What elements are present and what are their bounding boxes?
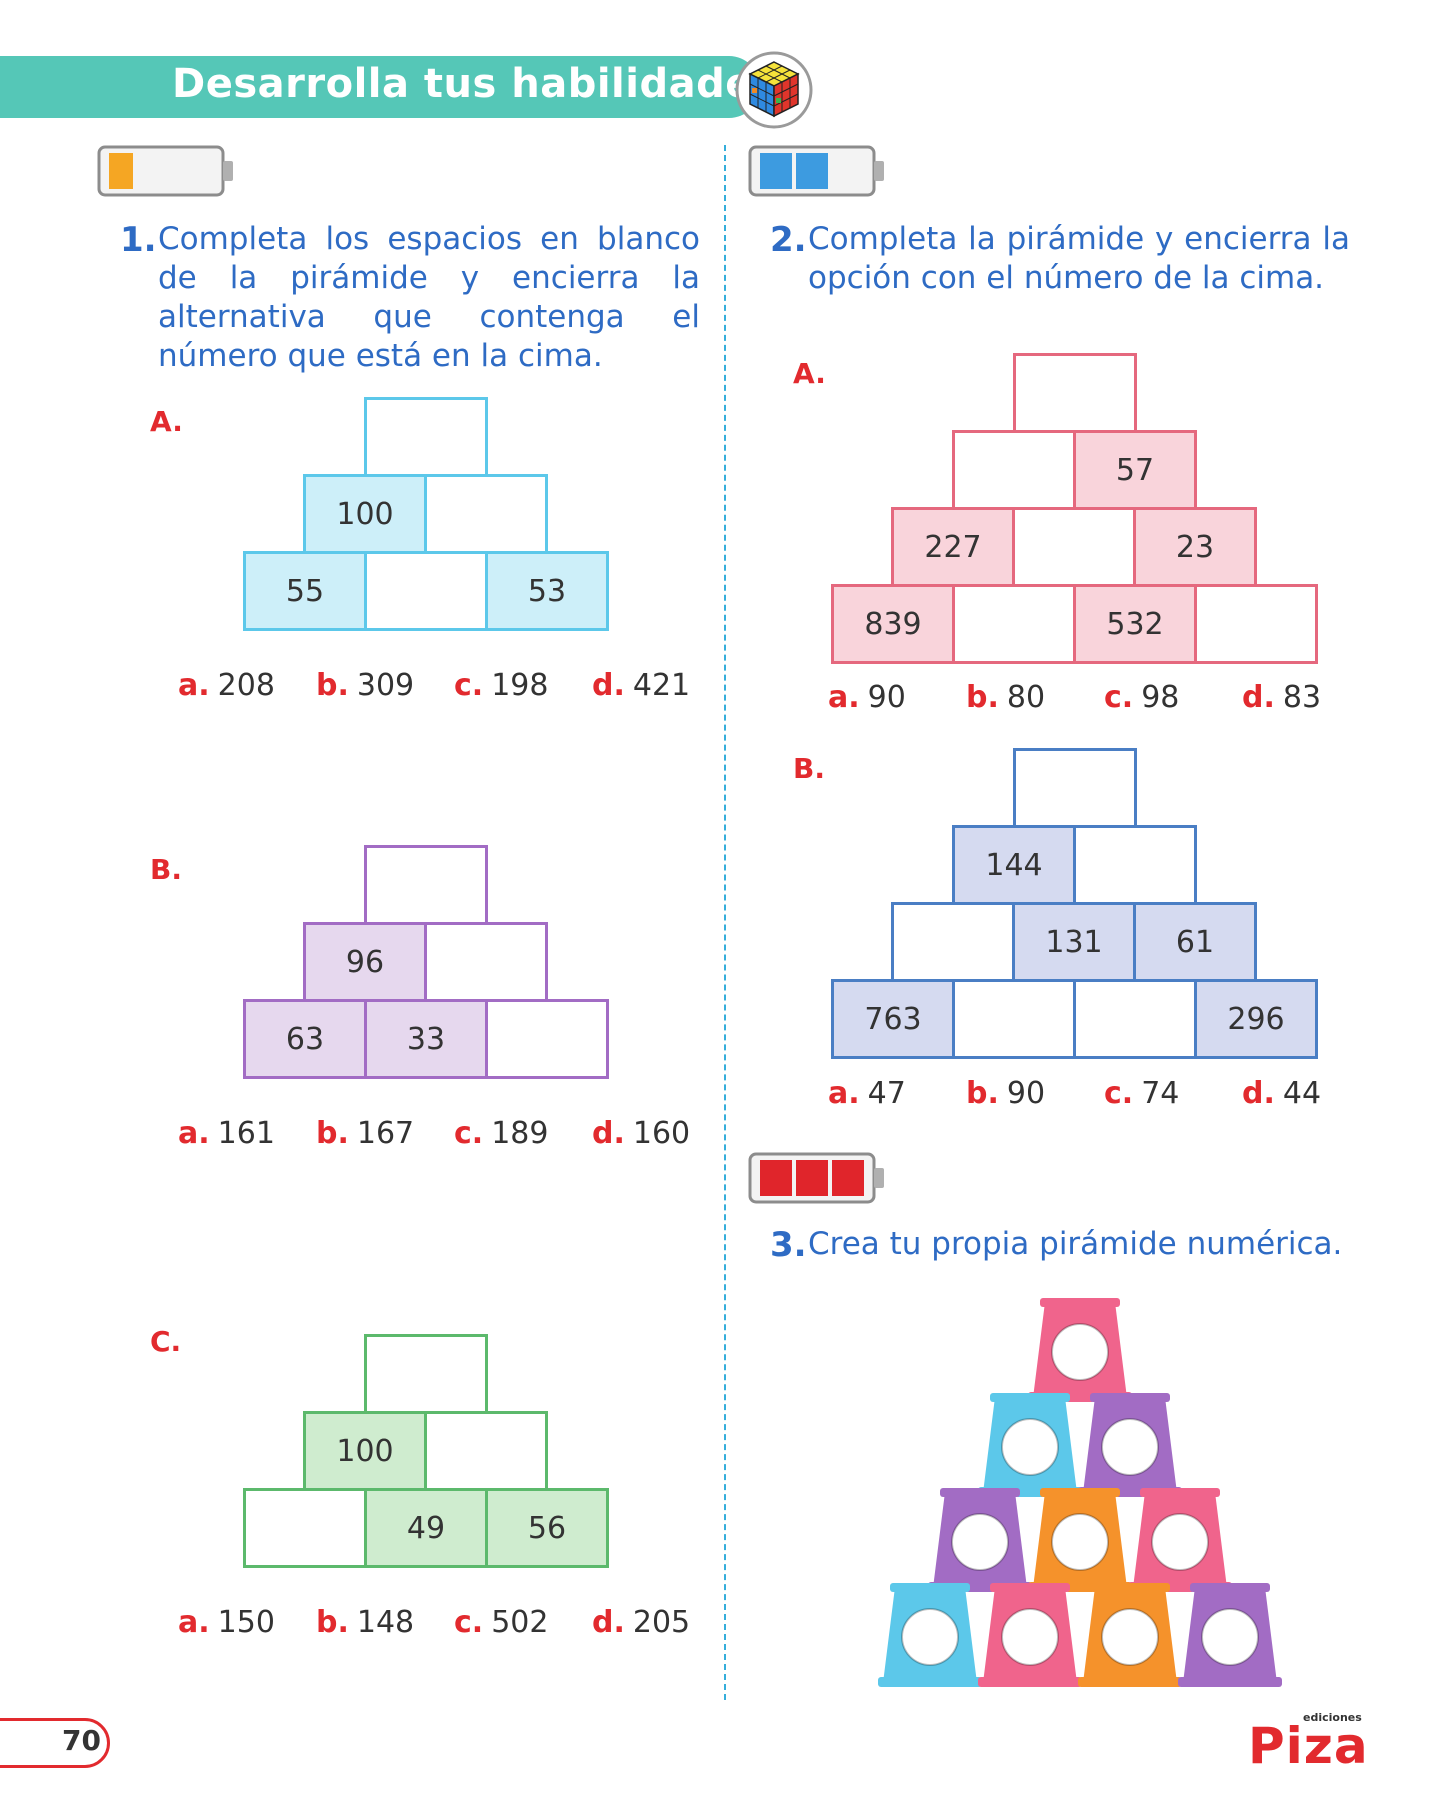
battery-level-1-icon: [97, 145, 233, 197]
cup-pyramid-illustration: [877, 1297, 1283, 1688]
cup-pink: [1027, 1297, 1133, 1403]
option-a[interactable]: a. 150: [178, 1605, 275, 1640]
pyramid-1c-row3-cell-3[interactable]: 56: [485, 1488, 609, 1568]
cup-orange: [1027, 1487, 1133, 1593]
pyramid-1b-row2-cell-2[interactable]: [424, 922, 548, 1002]
publisher-logo-caption: ediciones: [1303, 1711, 1362, 1724]
pyramid-2b-row4-cell-4[interactable]: 296: [1194, 979, 1318, 1059]
cup-orange: [1077, 1582, 1183, 1688]
exercise-2b-label: B.: [793, 752, 825, 785]
exercise-1c-options: a. 150 b. 148 c. 502 d. 205: [178, 1605, 690, 1640]
exercise-3-instructions: Crea tu propia pirámide numérica.: [808, 1226, 1343, 1262]
option-b[interactable]: b. 90: [966, 1076, 1046, 1111]
pyramid-2a-row3-cell-1[interactable]: 227: [891, 507, 1015, 587]
exercise-3-number: 3.: [770, 1225, 807, 1265]
option-c[interactable]: c. 189: [454, 1116, 549, 1151]
option-d[interactable]: d. 83: [1242, 680, 1322, 715]
publisher-logo: Piza: [1248, 1717, 1369, 1775]
pyramid-2b-row2-cell-2[interactable]: [1073, 825, 1197, 905]
option-a[interactable]: a. 90: [828, 680, 906, 715]
pyramid-2a-row4-cell-3[interactable]: 532: [1073, 584, 1197, 664]
battery-level-2-icon: [748, 145, 884, 197]
pyramid-1b-top-cell[interactable]: [364, 845, 488, 925]
pyramid-1a-row3-cell-2[interactable]: [364, 551, 488, 631]
option-a[interactable]: a. 161: [178, 1116, 275, 1151]
option-c[interactable]: c. 74: [1104, 1076, 1180, 1111]
pyramid-2b-row3-cell-2[interactable]: 131: [1012, 902, 1136, 982]
pyramid-2b-row4-cell-3[interactable]: [1073, 979, 1197, 1059]
cup-blue: [977, 1392, 1083, 1498]
option-b[interactable]: b. 167: [316, 1116, 415, 1151]
pyramid-1a-row3-cell-3[interactable]: 53: [485, 551, 609, 631]
pyramid-2b-row2-cell-1[interactable]: 144: [952, 825, 1076, 905]
pyramid-1b-row3-cell-1[interactable]: 63: [243, 999, 367, 1079]
option-a[interactable]: a. 208: [178, 668, 275, 703]
pyramid-1c-row3-cell-2[interactable]: 49: [364, 1488, 488, 1568]
header-banner: [0, 56, 760, 118]
option-a[interactable]: a. 47: [828, 1076, 906, 1111]
pyramid-2a-top-cell[interactable]: [1013, 353, 1137, 433]
option-c[interactable]: c. 98: [1104, 680, 1180, 715]
pyramid-1a-row2-cell-1[interactable]: 100: [303, 474, 427, 554]
option-b[interactable]: b. 148: [316, 1605, 415, 1640]
exercise-1a-label: A.: [150, 405, 183, 438]
page-number: 70: [62, 1724, 101, 1757]
pyramid-2b-row4-cell-2[interactable]: [952, 979, 1076, 1059]
exercise-1b-options: a. 161 b. 167 c. 189 d. 160: [178, 1116, 690, 1151]
pyramid-2b-row3-cell-3[interactable]: 61: [1133, 902, 1257, 982]
pyramid-1c-row2-cell-2[interactable]: [424, 1411, 548, 1491]
option-b[interactable]: b. 309: [316, 668, 415, 703]
cup-pink: [1127, 1487, 1233, 1593]
pyramid-2a-row4-cell-4[interactable]: [1194, 584, 1318, 664]
page-number-box: [0, 1718, 110, 1768]
pyramid-1c-row3-cell-1[interactable]: [243, 1488, 367, 1568]
pyramid-1a-row2-cell-2[interactable]: [424, 474, 548, 554]
cup-purple: [1177, 1582, 1283, 1688]
exercise-2a-options: a. 90 b. 80 c. 98 d. 83: [828, 680, 1321, 715]
cup-blue: [877, 1582, 983, 1688]
pyramid-1a-row3-cell-1[interactable]: 55: [243, 551, 367, 631]
pyramid-2a-row2-cell-2[interactable]: 57: [1073, 430, 1197, 510]
option-c[interactable]: c. 198: [454, 668, 549, 703]
cup-purple: [927, 1487, 1033, 1593]
pyramid-1b-row2-cell-1[interactable]: 96: [303, 922, 427, 1002]
exercise-2a-label: A.: [793, 357, 826, 390]
page-title: Desarrolla tus habilidades: [172, 61, 778, 107]
option-c[interactable]: c. 502: [454, 1605, 549, 1640]
exercise-2-instructions: Completa la pirámide y encierra la opció…: [808, 221, 1350, 296]
pyramid-2b-top-cell[interactable]: [1013, 748, 1137, 828]
pyramid-2a-row2-cell-1[interactable]: [952, 430, 1076, 510]
cup-purple: [1077, 1392, 1183, 1498]
option-d[interactable]: d. 160: [592, 1116, 691, 1151]
exercise-1-instructions: Completa los espacios en blanco de la pi…: [158, 221, 700, 374]
pyramid-1a-top-cell[interactable]: [364, 397, 488, 477]
pyramid-2b-row4-cell-1[interactable]: 763: [831, 979, 955, 1059]
pyramid-1c-top-cell[interactable]: [364, 1334, 488, 1414]
cup-pink: [977, 1582, 1083, 1688]
option-d[interactable]: d. 44: [1242, 1076, 1322, 1111]
option-d[interactable]: d. 205: [592, 1605, 691, 1640]
exercise-1-number: 1.: [120, 220, 157, 260]
pyramid-1b-row3-cell-3[interactable]: [485, 999, 609, 1079]
exercise-2-number: 2.: [770, 220, 807, 260]
pyramid-2a-row4-cell-1[interactable]: 839: [831, 584, 955, 664]
exercise-1c-label: C.: [150, 1325, 182, 1358]
option-b[interactable]: b. 80: [966, 680, 1046, 715]
pyramid-2a-row3-cell-3[interactable]: 23: [1133, 507, 1257, 587]
option-d[interactable]: d. 421: [592, 668, 691, 703]
column-divider: [724, 145, 726, 1700]
battery-level-3-icon: [748, 1152, 884, 1204]
exercise-1a-options: a. 208 b. 309 c. 198 d. 421: [178, 668, 690, 703]
exercise-2b-options: a. 47 b. 90 c. 74 d. 44: [828, 1076, 1321, 1111]
pyramid-2a-row4-cell-2[interactable]: [952, 584, 1076, 664]
pyramid-1c-row2-cell-1[interactable]: 100: [303, 1411, 427, 1491]
pyramid-2a-row3-cell-2[interactable]: [1012, 507, 1136, 587]
rubiks-cube-icon: [735, 51, 813, 129]
pyramid-1b-row3-cell-2[interactable]: 33: [364, 999, 488, 1079]
pyramid-2b-row3-cell-1[interactable]: [891, 902, 1015, 982]
exercise-1b-label: B.: [150, 853, 182, 886]
